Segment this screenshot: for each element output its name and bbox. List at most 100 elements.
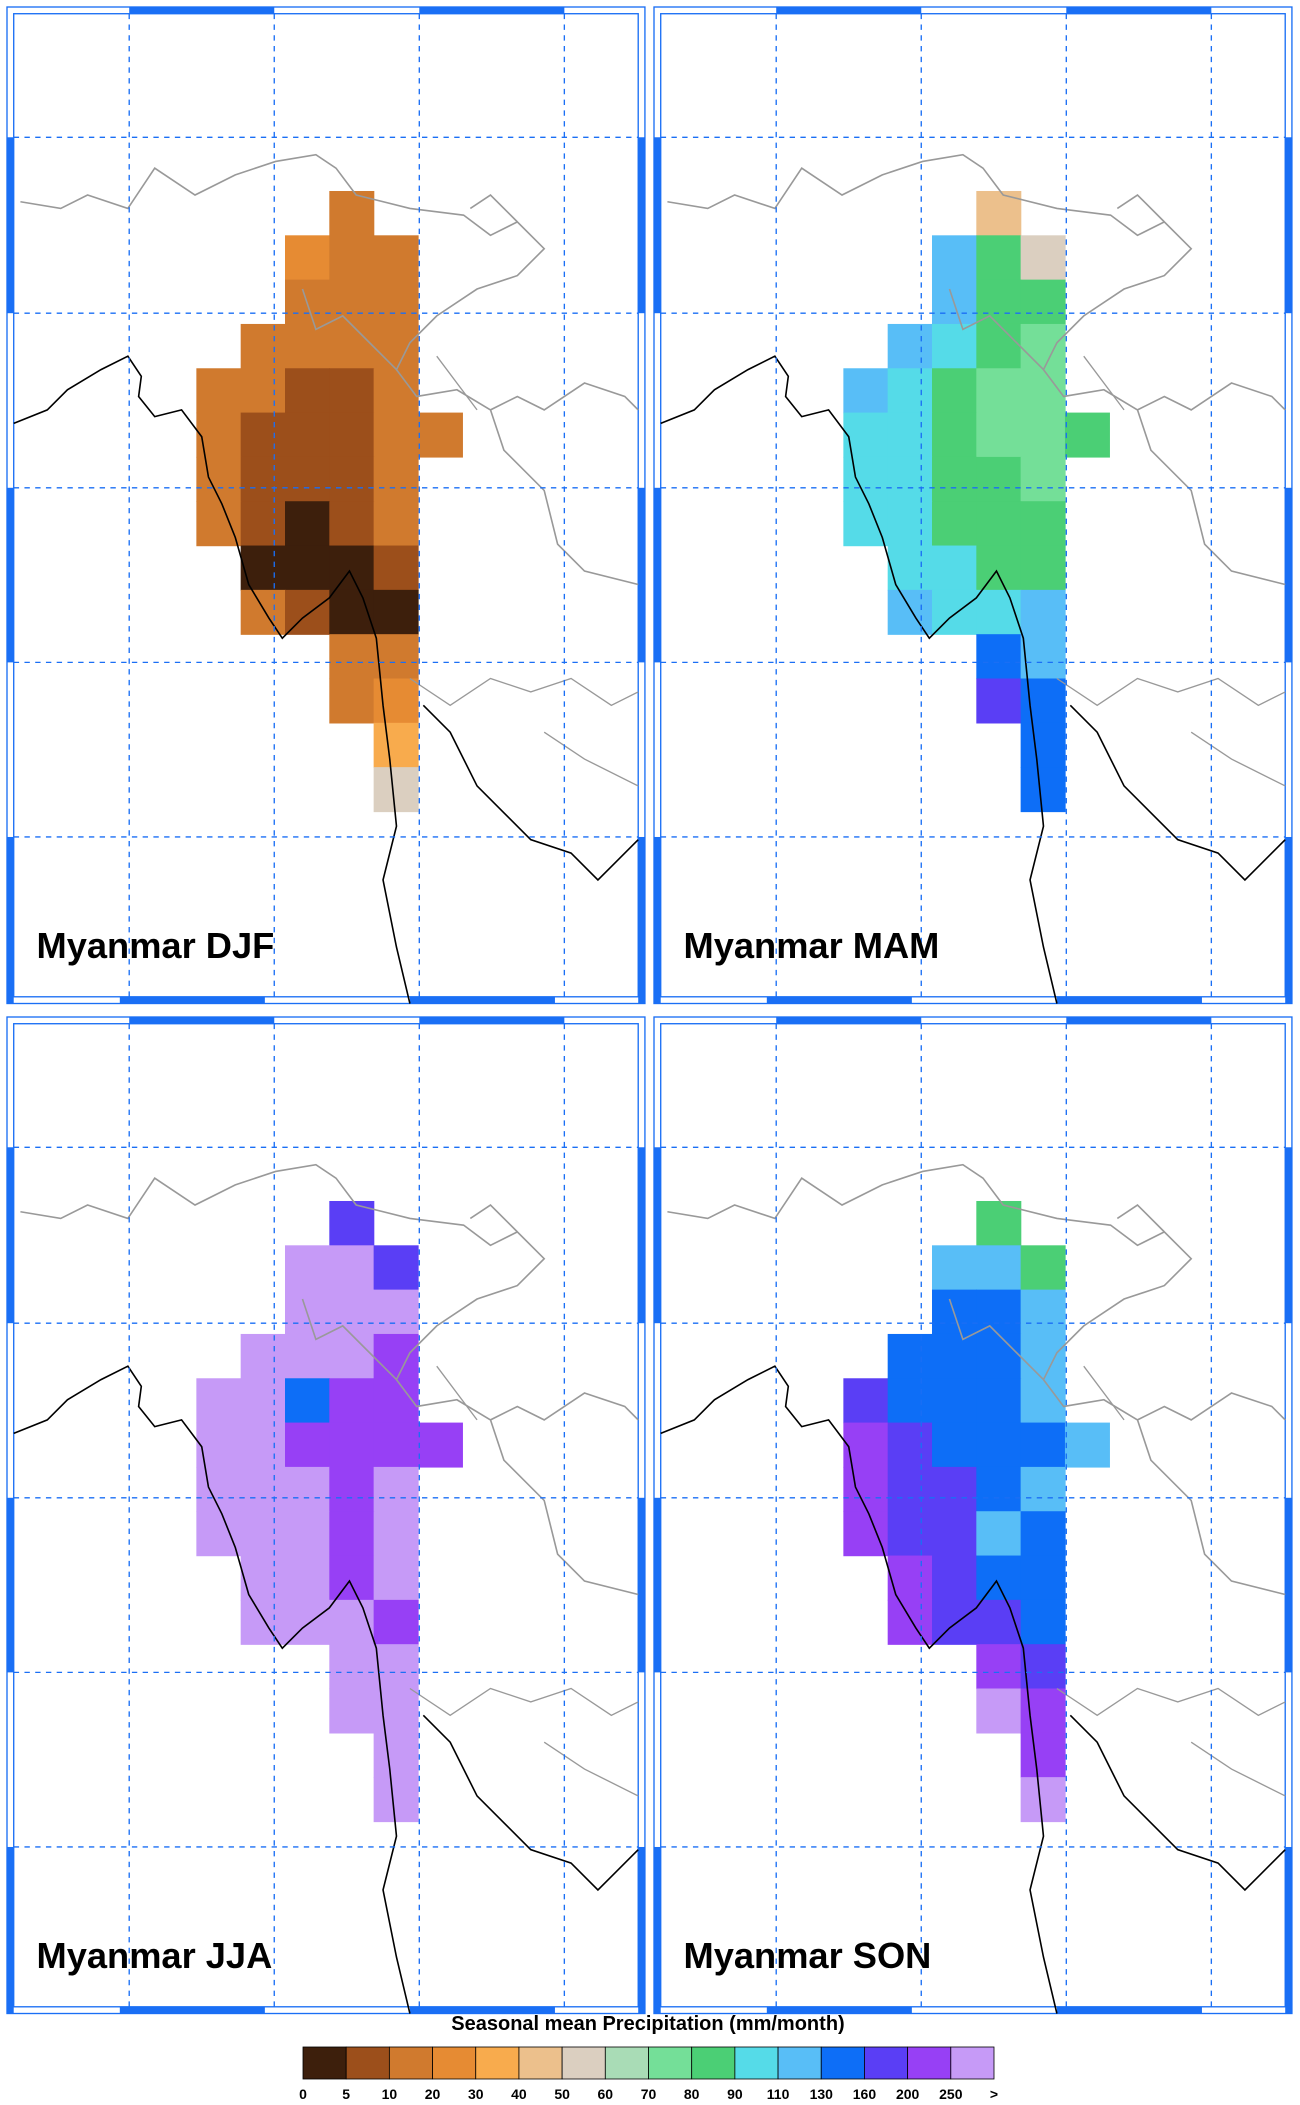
- precip-cell: [932, 545, 977, 591]
- precip-cell: [976, 1555, 1022, 1601]
- precip-cell: [240, 589, 286, 635]
- colorbar-label: 110: [767, 2086, 790, 2102]
- precip-cell: [240, 323, 286, 369]
- map-panel: Myanmar MAM: [653, 6, 1293, 1005]
- precip-cell: [887, 1378, 933, 1424]
- precip-cell: [1020, 1466, 1066, 1512]
- precip-cell: [843, 1378, 889, 1424]
- colorbar-swatch: [604, 2046, 649, 2080]
- frame-tick: [129, 7, 275, 14]
- colorbar-swatch: [561, 2046, 606, 2080]
- precip-cell: [976, 279, 1022, 325]
- precip-cell: [285, 1378, 330, 1424]
- precip-cell: [887, 1422, 933, 1468]
- precip-cell: [932, 501, 977, 547]
- frame-tick: [1066, 7, 1212, 14]
- colorbar-label: 70: [641, 2086, 657, 2102]
- precip-cell: [887, 501, 933, 547]
- precip-cell: [976, 235, 1022, 281]
- colorbar-label: 60: [598, 2086, 614, 2102]
- colorbar-label: 160: [853, 2086, 877, 2102]
- precip-cell: [285, 545, 330, 591]
- frame-tick: [654, 137, 661, 314]
- colorbar-swatch: [950, 2046, 995, 2080]
- colorbar-label: 30: [468, 2086, 484, 2102]
- precip-cell: [240, 412, 286, 458]
- precip-cell: [932, 1378, 977, 1424]
- precip-cell: [373, 1599, 419, 1645]
- precip-cell: [329, 1511, 375, 1557]
- frame-tick: [7, 1497, 14, 1673]
- precip-cell: [329, 235, 375, 281]
- precip-cell: [329, 412, 375, 458]
- precip-cell: [976, 1333, 1022, 1379]
- colorbar-swatch: [302, 2046, 347, 2080]
- panel-title: Myanmar JJA: [37, 1935, 273, 1976]
- precip-cell: [373, 634, 419, 680]
- precip-cell: [976, 1599, 1022, 1645]
- precip-cell: [196, 501, 242, 547]
- panel-title: Myanmar MAM: [684, 925, 940, 966]
- precip-cell: [240, 1333, 286, 1379]
- precip-cell: [373, 323, 419, 369]
- precip-cell: [373, 368, 419, 414]
- colorbar: 0 5 10 20 30 40 50 60 70 80 90 110 130 160 200 250 >: [299, 2046, 998, 2102]
- frame-tick: [7, 1846, 14, 2014]
- precip-cell: [285, 1333, 330, 1379]
- precip-cell: [373, 412, 419, 458]
- colorbar-label: 40: [511, 2086, 527, 2102]
- precip-cell: [329, 279, 375, 325]
- precip-cell: [976, 1644, 1022, 1690]
- precip-cell: [976, 1422, 1022, 1468]
- precip-cell: [373, 1511, 419, 1557]
- precip-cell: [1020, 1644, 1066, 1690]
- precip-cell: [196, 1511, 242, 1557]
- map-panel: Myanmar DJF: [6, 6, 646, 1005]
- colorbar-label: 130: [810, 2086, 834, 2102]
- frame-tick: [1285, 487, 1292, 663]
- precip-cell: [373, 767, 419, 813]
- colorbar-label: 5: [342, 2086, 350, 2102]
- precip-cell: [329, 501, 375, 547]
- precip-cell: [1020, 722, 1066, 768]
- precip-cell: [373, 589, 419, 635]
- precip-cell: [1020, 412, 1066, 458]
- precip-cell: [887, 412, 933, 458]
- frame-tick: [766, 2006, 912, 2014]
- precip-cell: [1020, 323, 1066, 369]
- precip-cell: [240, 1466, 286, 1512]
- precip-cell: [240, 1555, 286, 1601]
- precip-cell: [285, 1511, 330, 1557]
- frame-tick: [409, 2006, 555, 2014]
- precip-cell: [329, 323, 375, 369]
- precip-cell: [843, 1511, 889, 1557]
- frame-tick: [638, 1147, 645, 1324]
- map-panel: Myanmar JJA: [6, 1016, 646, 2015]
- precip-cell: [196, 1466, 242, 1512]
- colorbar-end-label: >: [990, 2086, 998, 2102]
- frame-tick: [1056, 996, 1202, 1004]
- precip-cell: [373, 279, 419, 325]
- frame-tick: [1285, 836, 1292, 1004]
- precip-cell: [329, 589, 375, 635]
- frame-tick: [638, 1846, 645, 2014]
- precip-cell: [196, 1378, 242, 1424]
- precip-cell: [285, 412, 330, 458]
- map-panel: Myanmar SON: [653, 1016, 1293, 2015]
- frame-tick: [1066, 1017, 1212, 1024]
- precip-cell: [329, 1289, 375, 1335]
- precip-cell: [285, 1466, 330, 1512]
- precip-cell: [373, 235, 419, 281]
- colorbar-label: 0: [299, 2086, 307, 2102]
- precip-cell: [329, 456, 375, 502]
- precip-cell: [285, 501, 330, 547]
- frame-tick: [1056, 2006, 1202, 2014]
- colorbar-label: 90: [727, 2086, 743, 2102]
- precip-cell: [373, 722, 419, 768]
- precip-cell: [1020, 279, 1066, 325]
- frame-tick: [119, 996, 265, 1004]
- precip-cell: [196, 1422, 242, 1468]
- precip-cell: [196, 456, 242, 502]
